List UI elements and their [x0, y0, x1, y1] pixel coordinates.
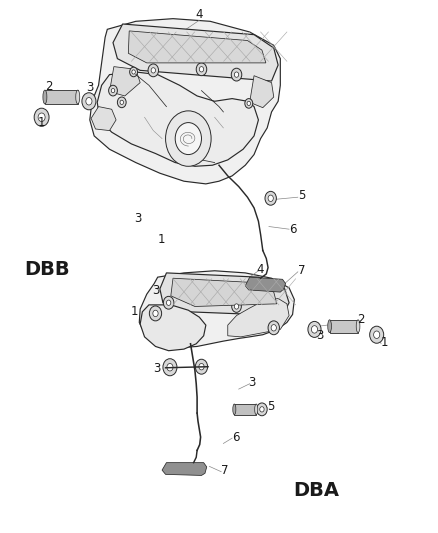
- Circle shape: [257, 403, 267, 416]
- Circle shape: [82, 93, 96, 110]
- Text: 5: 5: [267, 400, 274, 413]
- Circle shape: [234, 72, 239, 77]
- Circle shape: [247, 101, 251, 106]
- Ellipse shape: [255, 404, 258, 415]
- Polygon shape: [90, 19, 280, 184]
- Ellipse shape: [356, 320, 360, 333]
- Text: 5: 5: [299, 189, 306, 202]
- Polygon shape: [113, 24, 278, 81]
- Circle shape: [149, 306, 162, 321]
- Polygon shape: [245, 277, 286, 292]
- Polygon shape: [91, 107, 116, 131]
- Circle shape: [268, 195, 273, 201]
- Text: 1: 1: [131, 305, 139, 318]
- Circle shape: [175, 123, 201, 155]
- Circle shape: [199, 67, 204, 72]
- Text: 6: 6: [232, 431, 240, 443]
- Polygon shape: [97, 72, 258, 166]
- Polygon shape: [128, 31, 266, 63]
- Circle shape: [132, 70, 135, 74]
- Text: 2: 2: [357, 313, 365, 326]
- Text: 4: 4: [257, 263, 265, 276]
- Circle shape: [109, 85, 117, 96]
- Circle shape: [265, 191, 276, 205]
- Circle shape: [231, 68, 242, 81]
- Text: 7: 7: [220, 464, 228, 477]
- Circle shape: [195, 359, 208, 374]
- Text: 3: 3: [316, 329, 323, 342]
- Circle shape: [163, 296, 174, 309]
- Circle shape: [163, 359, 177, 376]
- Bar: [45, 90, 78, 104]
- Bar: [234, 404, 256, 415]
- Circle shape: [370, 326, 384, 343]
- Text: 1: 1: [381, 336, 389, 349]
- Polygon shape: [139, 271, 294, 348]
- Text: DBA: DBA: [293, 481, 339, 500]
- Circle shape: [311, 326, 318, 333]
- Polygon shape: [228, 298, 289, 337]
- Circle shape: [260, 407, 264, 412]
- Text: 3: 3: [86, 82, 93, 94]
- Text: 2: 2: [45, 80, 53, 93]
- Circle shape: [374, 331, 380, 338]
- Circle shape: [130, 67, 138, 77]
- Bar: [330, 320, 358, 333]
- Text: 3: 3: [248, 376, 255, 389]
- Ellipse shape: [43, 90, 47, 104]
- Circle shape: [153, 310, 158, 317]
- Circle shape: [148, 64, 159, 77]
- Circle shape: [151, 68, 155, 73]
- Circle shape: [268, 321, 279, 335]
- Circle shape: [308, 321, 321, 337]
- Circle shape: [271, 325, 276, 331]
- Circle shape: [86, 98, 92, 105]
- Ellipse shape: [233, 404, 236, 415]
- Circle shape: [167, 364, 173, 371]
- Circle shape: [245, 99, 253, 108]
- Text: 3: 3: [134, 212, 141, 225]
- Circle shape: [166, 300, 171, 305]
- Polygon shape: [160, 273, 289, 316]
- Circle shape: [232, 301, 241, 312]
- Circle shape: [38, 113, 45, 122]
- Circle shape: [234, 304, 239, 309]
- Text: DBB: DBB: [24, 260, 70, 279]
- Circle shape: [34, 108, 49, 126]
- Polygon shape: [250, 76, 274, 108]
- Circle shape: [120, 100, 124, 104]
- Text: 4: 4: [195, 9, 203, 21]
- Text: 1: 1: [38, 116, 46, 129]
- Ellipse shape: [76, 90, 80, 104]
- Circle shape: [166, 111, 211, 166]
- Polygon shape: [110, 67, 140, 96]
- Text: 3: 3: [153, 362, 160, 375]
- Polygon shape: [140, 305, 206, 351]
- Text: 6: 6: [289, 223, 297, 236]
- Circle shape: [117, 97, 126, 108]
- Text: 7: 7: [297, 264, 305, 277]
- Text: 1: 1: [157, 233, 165, 246]
- Text: 3: 3: [152, 284, 159, 297]
- Circle shape: [111, 88, 115, 93]
- Circle shape: [199, 364, 204, 370]
- Ellipse shape: [328, 320, 332, 333]
- Polygon shape: [171, 278, 277, 306]
- Circle shape: [196, 63, 207, 76]
- Polygon shape: [162, 463, 207, 475]
